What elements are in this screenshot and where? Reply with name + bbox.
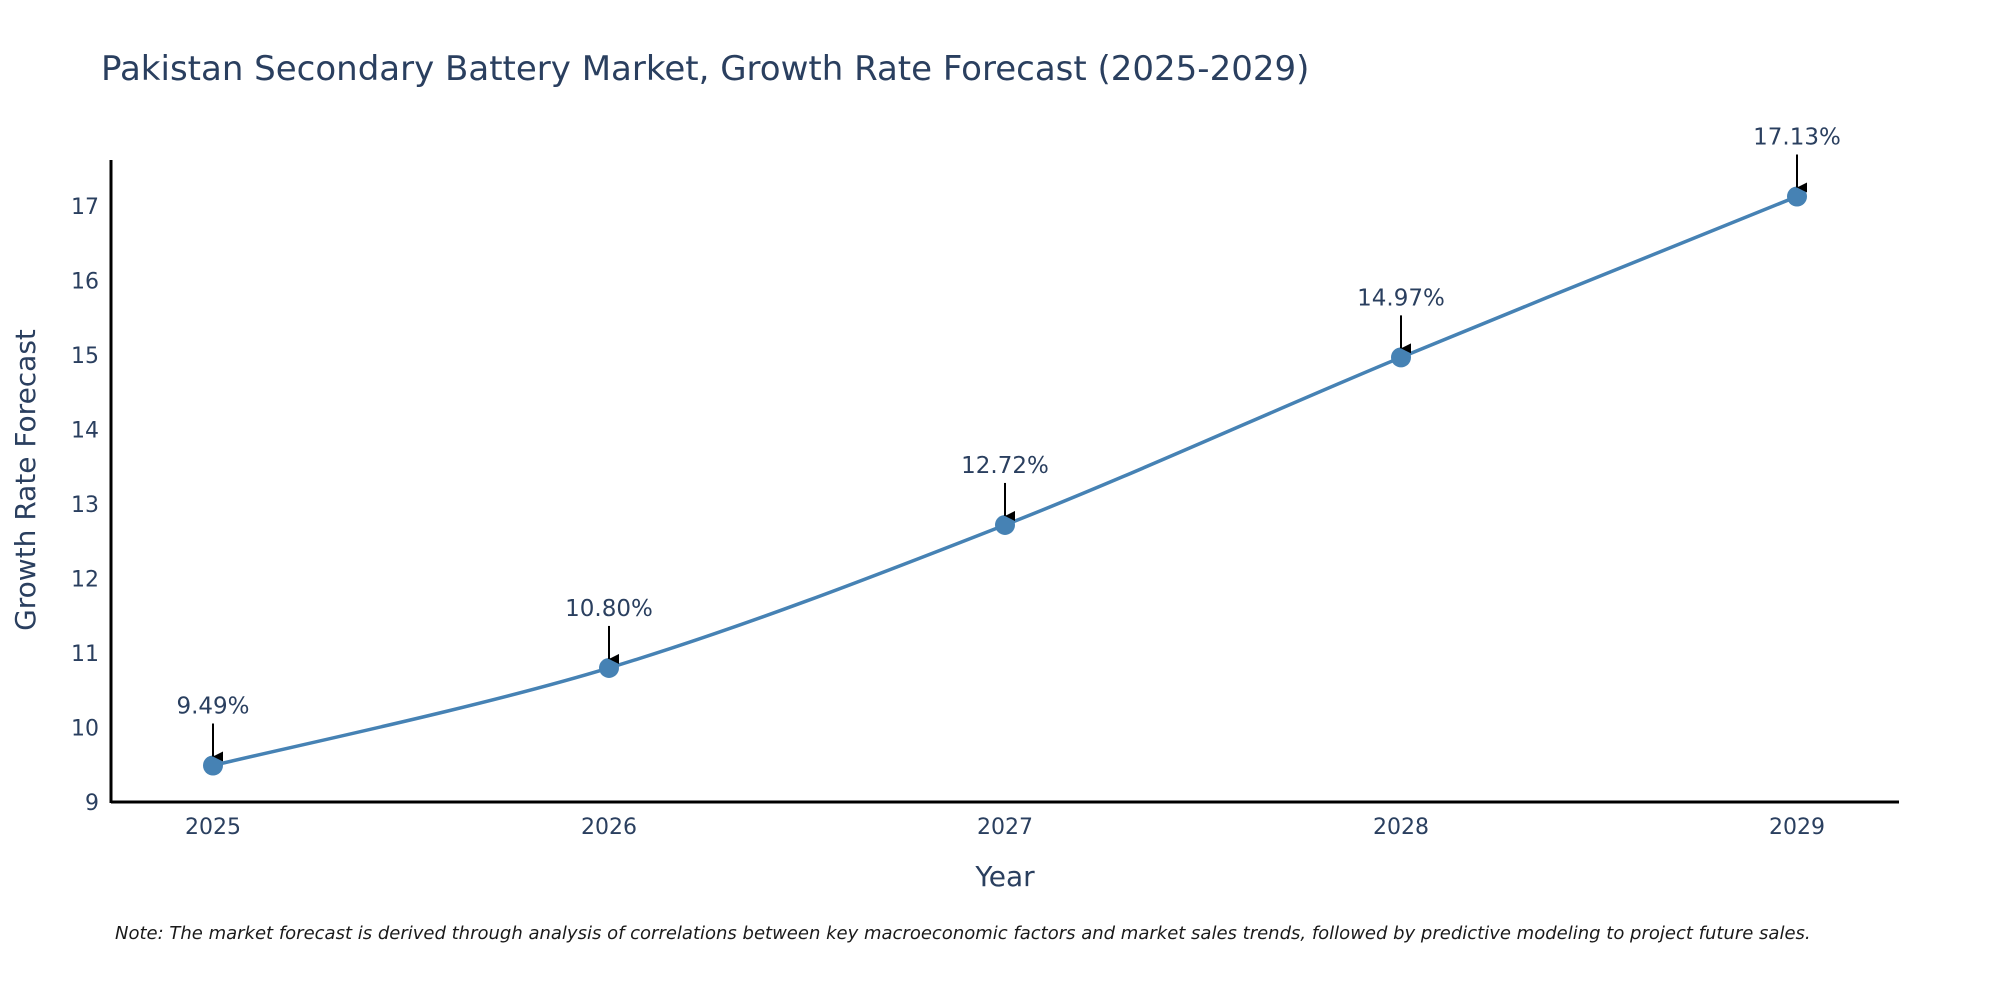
x-tick-label: 2028 <box>1373 815 1429 840</box>
x-axis: 2025 2026 2027 2028 2029 <box>111 800 1899 840</box>
x-tick-label: 2029 <box>1769 815 1825 840</box>
x-tick-label: 2026 <box>581 815 637 840</box>
annotation-layer: 9.49% 10.80% 12.72% 14.97% 17.13% <box>176 124 1841 762</box>
y-tick-label: 9 <box>85 791 99 816</box>
y-axis: 9 10 11 12 13 14 15 16 17 <box>71 160 113 816</box>
x-tick-labels: 2025 2026 2027 2028 2029 <box>185 815 1825 840</box>
data-point-2027[interactable] <box>995 514 1015 535</box>
forecast-note: Note: The market forecast is derived thr… <box>115 923 1811 944</box>
data-label-2027: 12.72% <box>961 453 1049 479</box>
y-tick-label: 17 <box>71 195 99 220</box>
data-point-2029[interactable] <box>1787 186 1807 207</box>
y-tick-label: 14 <box>71 419 99 444</box>
data-label-2029: 17.13% <box>1753 124 1841 150</box>
y-axis-title: Growth Rate Forecast <box>9 329 42 631</box>
x-axis-title: Year <box>974 860 1035 893</box>
y-tick-label: 13 <box>71 493 99 518</box>
y-tick-labels: 9 10 11 12 13 14 15 16 17 <box>71 195 99 816</box>
series-line <box>212 194 1798 768</box>
data-point-2028[interactable] <box>1391 347 1411 368</box>
data-label-2028: 14.97% <box>1357 285 1445 311</box>
y-tick-label: 15 <box>71 344 99 369</box>
data-label-2026: 10.80% <box>565 596 653 622</box>
y-tick-label: 11 <box>71 642 99 667</box>
x-tick-label: 2025 <box>185 815 241 840</box>
series-layer <box>203 186 1807 776</box>
y-tick-label: 12 <box>71 568 99 593</box>
data-point-2025[interactable] <box>203 755 223 776</box>
y-tick-label: 16 <box>71 270 99 295</box>
chart-title: Pakistan Secondary Battery Market, Growt… <box>101 49 1309 89</box>
data-label-2025: 9.49% <box>176 694 249 720</box>
data-point-2026[interactable] <box>599 657 619 678</box>
y-tick-label: 10 <box>71 717 99 742</box>
x-tick-label: 2027 <box>977 815 1033 840</box>
